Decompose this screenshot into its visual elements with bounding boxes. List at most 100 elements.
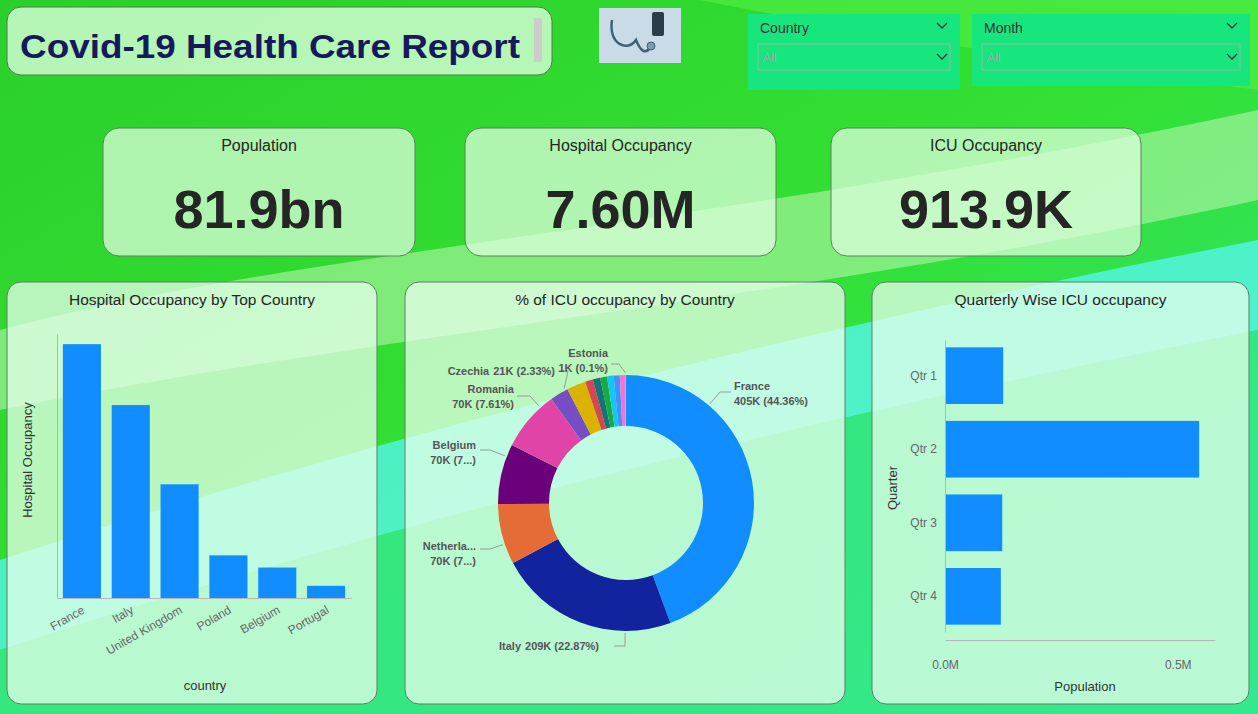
filter[interactable]: Month All	[972, 14, 1250, 86]
slice	[498, 504, 558, 563]
chart-title: % of ICU occupancy by Country	[515, 291, 735, 308]
bars	[945, 347, 1199, 624]
label-value: 21K (2.33%)	[493, 365, 555, 377]
tick-label: Italy	[110, 603, 136, 626]
filter-dropdown[interactable]	[758, 44, 950, 70]
tick: Qtr 4	[910, 589, 945, 603]
label-value: 209K (22.87%)	[525, 640, 599, 652]
card-box	[103, 128, 415, 256]
label-value: 405K (44.36%)	[734, 395, 808, 407]
filter-box	[748, 14, 960, 90]
card-box	[831, 128, 1141, 256]
y-axis-title: Hospital Occupancy	[20, 402, 35, 518]
label-value: 70K (7...)	[430, 555, 476, 567]
label-category: Netherla...	[423, 540, 476, 552]
title-accent	[534, 18, 542, 62]
data-label: Netherla... 70K (7...)	[423, 540, 477, 567]
filter-dropdown[interactable]	[982, 44, 1240, 70]
chart-panel	[405, 282, 845, 704]
slice	[513, 539, 670, 631]
tick: Qtr 2	[910, 442, 945, 456]
data-label: Czechia21K (2.33%)	[448, 365, 556, 377]
filter-chevron	[1227, 54, 1237, 59]
tick: Poland	[194, 598, 233, 634]
card-value: 913.9K	[899, 179, 1073, 239]
y-axis-title: Quarter	[885, 465, 900, 510]
data-label: Romania70K (7.61%)	[452, 383, 515, 410]
icon-bell	[647, 42, 655, 50]
leader-line	[614, 633, 625, 646]
bar	[161, 484, 199, 598]
title-box	[7, 7, 552, 75]
bar	[945, 568, 1001, 625]
x-axis-title: country	[184, 678, 227, 693]
data-labels: France 405K (44.36%) Italy209K (22.87%) Net…	[423, 347, 809, 652]
card-value: 7.60M	[545, 179, 695, 239]
bar	[945, 494, 1002, 551]
tick-label: Qtr 2	[910, 442, 937, 456]
bar	[112, 405, 150, 598]
bar	[63, 344, 101, 598]
tick-label: United Kingdom	[104, 603, 185, 658]
axis-line	[945, 341, 946, 633]
kpi-card: Population 81.9bn	[103, 128, 415, 256]
axis-line	[58, 598, 352, 599]
background	[0, 0, 1258, 714]
tick-label: Poland	[194, 603, 233, 634]
card-value: 81.9bn	[173, 179, 344, 239]
y-axis	[57, 335, 58, 599]
filter-box	[972, 14, 1250, 86]
filter-label: Month	[984, 20, 1023, 36]
x-axis-title: Population	[1054, 679, 1115, 694]
tick-label: Qtr 1	[910, 369, 937, 383]
filter[interactable]: Country All	[748, 14, 960, 90]
x-axis: FranceItalyUnited KingdomPolandBelgiumPo…	[48, 598, 352, 658]
chart-title: Quarterly Wise ICU occupancy	[955, 291, 1167, 308]
filter-value: All	[762, 50, 777, 65]
label-value: 70K (7...)	[430, 454, 476, 466]
data-label: Italy209K (22.87%)	[499, 640, 599, 652]
axis-line	[946, 640, 1216, 641]
icon	[599, 8, 681, 63]
slices	[498, 375, 754, 631]
card-label: Population	[221, 137, 297, 154]
tick-label: 0.5M	[1165, 658, 1192, 672]
filter-chevron	[1227, 23, 1237, 28]
axis-line	[57, 335, 58, 599]
slice	[625, 375, 627, 426]
chart-title: Hospital Occupancy by Top Country	[69, 291, 315, 308]
leader-line	[480, 450, 505, 456]
bar	[945, 347, 1003, 404]
filter-label: Country	[760, 20, 809, 36]
tick: 0.5M	[1165, 640, 1192, 672]
bar	[209, 555, 247, 598]
tick-label: 0.0M	[932, 658, 959, 672]
filter-chevron	[937, 23, 947, 28]
dashboard: Covid-19 Health Care ReportCountryAllMon…	[0, 0, 1258, 714]
label-category: France	[734, 380, 770, 392]
card-label: ICU Occupancy	[930, 137, 1042, 154]
leader-line	[480, 545, 503, 549]
leader-line	[517, 396, 539, 406]
bar	[945, 421, 1199, 478]
tick: United Kingdom	[104, 598, 185, 658]
data-label: Belgium 70K (7...)	[430, 439, 476, 466]
slice	[620, 375, 626, 426]
tick-label: Qtr 3	[910, 516, 937, 530]
bar	[307, 586, 345, 598]
kpi-card: ICU Occupancy 913.9K	[831, 128, 1141, 256]
bar	[258, 568, 296, 598]
bars	[63, 344, 345, 598]
card-box	[465, 128, 776, 256]
label-category: Estonia	[568, 347, 609, 359]
filter-value: All	[986, 50, 1001, 65]
title: Covid-19 Health Care Report	[20, 28, 520, 65]
data-label: France 405K (44.36%)	[734, 380, 808, 407]
tick: 0.0M	[932, 640, 959, 672]
icon-stethoscope	[611, 20, 650, 51]
data-label: Estonia1K (0.1%)	[558, 347, 608, 374]
label-category: Belgium	[433, 439, 477, 451]
chart-panel	[872, 282, 1249, 704]
y-axis: Qtr 1 Qtr 2 Qtr 3 Qtr 4	[910, 341, 945, 633]
kpi-card: Hospital Occupancy7.60M	[465, 128, 776, 256]
